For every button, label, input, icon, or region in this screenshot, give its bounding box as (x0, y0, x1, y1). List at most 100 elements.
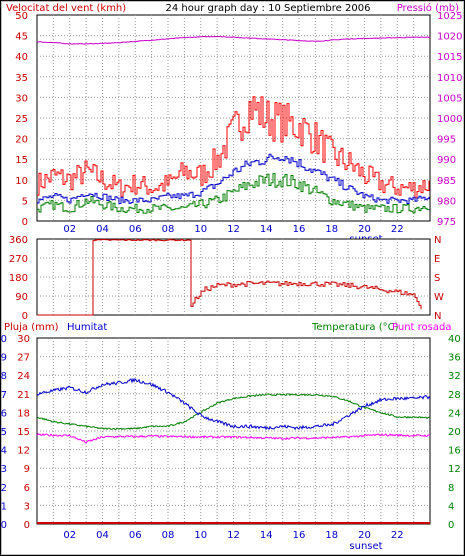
x-tick-label: 16 (293, 530, 306, 541)
pressure-tick-label: 995 (437, 135, 456, 146)
temperature-tick-label: 36 (448, 353, 461, 364)
direction-tick-label: 90 (15, 292, 28, 303)
humidity-label: Humitat (67, 322, 107, 333)
wind-axis-label: Velocitat del vent (kmh) (6, 3, 126, 14)
rain-tick-label: 4 (1, 446, 7, 457)
humidity-panel-time-axis: 02 04 06 08 10 12 14 16 18 20 22 (63, 530, 403, 541)
wind-tick-label: 5 (22, 196, 28, 207)
pressure-tick-label: 1005 (437, 93, 462, 104)
x-tick-label: 02 (63, 530, 76, 541)
x-tick-label: 22 (391, 530, 404, 541)
humidity-tick-label: 9 (24, 464, 30, 475)
direction-tick-label: 0 (22, 311, 28, 322)
x-tick-label: 02 (63, 224, 76, 235)
direction-tick-label: 360 (9, 235, 28, 246)
x-tick-label: 12 (227, 530, 240, 541)
rain-tick-label: 5 (1, 427, 7, 438)
x-tick-label: 14 (260, 530, 273, 541)
humidity-tick-label: 15 (17, 427, 30, 438)
dewpoint-label: Punt rosada (392, 322, 451, 333)
pressure-tick-label: 1020 (437, 32, 462, 43)
humidity-tick-label: 0 (24, 520, 30, 531)
wind-tick-label: 20 (15, 135, 28, 146)
x-tick-label: 16 (293, 224, 306, 235)
wind-tick-label: 40 (15, 52, 28, 63)
compass-tick-label: W (434, 292, 444, 303)
temperature-tick-label: 40 (448, 334, 461, 345)
temperature-tick-label: 16 (448, 446, 461, 457)
direction-tick-label: 180 (9, 273, 28, 284)
humidity-temperature-panel: 0123456789100369121518212427300481216202… (0, 334, 461, 531)
pressure-tick-label: 1025 (437, 11, 462, 22)
x-tick-label: 06 (129, 530, 142, 541)
pressure-tick-label: 985 (437, 176, 456, 187)
wind-tick-label: 25 (15, 114, 28, 125)
rain-tick-label: 2 (1, 483, 7, 494)
temperature-tick-label: 32 (448, 371, 461, 382)
sunset-label-bottom: sunset (349, 541, 382, 552)
graph-title: 24 hour graph day : 10 Septiembre 2006 (166, 3, 371, 14)
temperature-tick-label: 0 (448, 520, 454, 531)
x-tick-label: 18 (325, 224, 338, 235)
wind-tick-label: 0 (22, 217, 28, 228)
pressure-tick-label: 990 (437, 155, 456, 166)
wind-tick-label: 30 (15, 93, 28, 104)
humidity-line (36, 377, 431, 431)
humidity-tick-label: 3 (24, 501, 30, 512)
rain-axis-label: Pluja (mm) (4, 322, 59, 333)
x-tick-label: 10 (194, 530, 207, 541)
x-tick-label: 12 (227, 224, 240, 235)
x-tick-label: 08 (162, 530, 175, 541)
compass-tick-label: S (434, 273, 440, 284)
pressure-axis-label: Pressió (mb) (397, 2, 459, 14)
x-tick-label: 14 (260, 224, 273, 235)
rain-tick-label: 1 (1, 501, 7, 512)
compass-tick-label: E (434, 254, 440, 265)
compass-tick-label: N (434, 311, 441, 322)
plot-area (36, 238, 431, 316)
pressure-tick-label: 1015 (437, 52, 462, 63)
wind-tick-label: 35 (15, 73, 28, 84)
rain-tick-label: 6 (1, 408, 7, 419)
wind-gust-line (37, 96, 430, 199)
humidity-tick-label: 21 (17, 390, 30, 401)
dewpoint-line (36, 433, 431, 444)
x-tick-label: 04 (96, 224, 109, 235)
rain-tick-label: 8 (1, 371, 7, 382)
wind-average-line (37, 153, 430, 204)
humidity-tick-label: 18 (17, 408, 30, 419)
pressure-tick-label: 1010 (437, 73, 462, 84)
temperature-tick-label: 4 (448, 501, 454, 512)
wind-pressure-panel: 0510152025303540455097598098599099510001… (15, 11, 462, 228)
wind-low-line (37, 173, 430, 214)
wind-direction-line (37, 238, 422, 316)
humidity-tick-label: 6 (24, 483, 30, 494)
x-tick-label: 10 (194, 224, 207, 235)
temperature-tick-label: 28 (448, 390, 461, 401)
wind-tick-label: 10 (15, 176, 28, 187)
x-tick-label: 18 (325, 530, 338, 541)
compass-tick-label: N (434, 235, 441, 246)
x-tick-label: 22 (391, 224, 404, 235)
x-tick-label: 08 (162, 224, 175, 235)
temperature-tick-label: 12 (448, 464, 461, 475)
temperature-label: Temperatura (°C) (311, 322, 399, 333)
pressure-tick-label: 1000 (437, 114, 462, 125)
wind-panel-time-axis: 02 04 06 08 10 12 14 16 18 20 22 (63, 224, 403, 235)
humidity-tick-label: 12 (17, 446, 30, 457)
direction-tick-label: 270 (9, 254, 28, 265)
x-tick-label: 04 (96, 530, 109, 541)
rain-tick-label: 9 (1, 353, 7, 364)
rain-tick-label: 3 (1, 464, 7, 475)
wind-tick-label: 15 (15, 155, 28, 166)
humidity-tick-label: 24 (17, 371, 30, 382)
wind-tick-label: 50 (15, 11, 28, 22)
x-tick-label: 20 (358, 530, 371, 541)
rain-tick-label: 7 (1, 390, 7, 401)
x-tick-label: 20 (358, 224, 371, 235)
rain-tick-label: 10 (0, 334, 7, 345)
temperature-line (36, 393, 431, 431)
